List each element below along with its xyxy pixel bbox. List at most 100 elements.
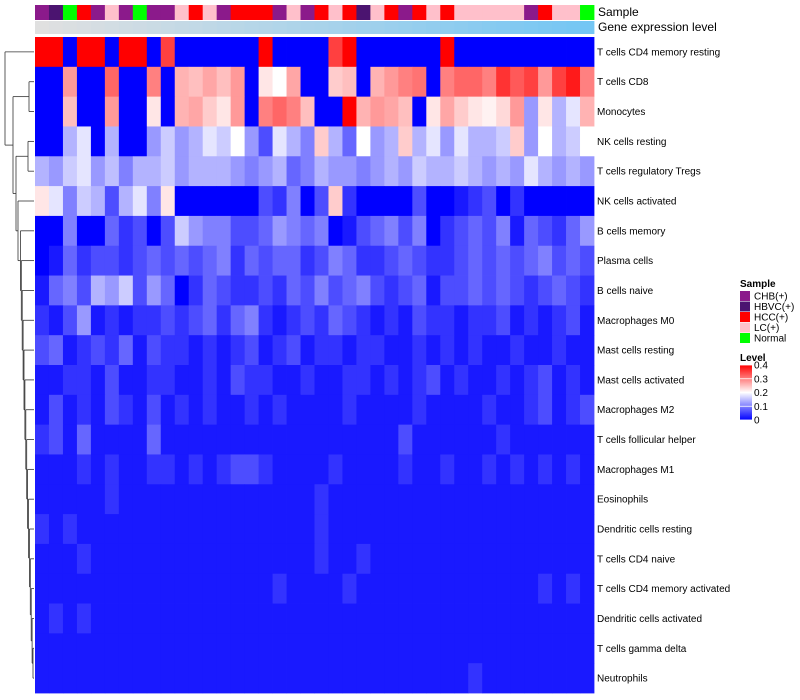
sample-band-cell (482, 5, 497, 20)
heatmap-cell (454, 603, 469, 634)
heatmap-cell (510, 245, 525, 276)
heatmap-cell (48, 573, 64, 604)
heatmap-cell (454, 663, 469, 694)
heatmap-cell (286, 633, 301, 664)
heatmap-cell (104, 424, 120, 455)
heatmap-cell (286, 186, 301, 217)
heatmap-cell (174, 215, 190, 247)
heatmap-cell (35, 215, 50, 247)
heatmap-cell (90, 573, 106, 604)
heatmap-cell (440, 454, 455, 485)
sample-legend-swatch (740, 301, 750, 312)
heatmap-cell (62, 603, 78, 634)
heatmap-cell (244, 394, 259, 426)
heatmap-cell (314, 573, 329, 604)
heatmap-cell (160, 156, 176, 187)
heatmap-cell (118, 275, 134, 306)
heatmap-cell (482, 633, 497, 664)
heatmap-cell (118, 156, 134, 187)
heatmap-cell (566, 335, 581, 366)
heatmap-cell (454, 96, 469, 127)
heatmap-cell (370, 96, 385, 127)
heatmap-cell (90, 365, 106, 396)
heatmap-cell (90, 454, 106, 485)
heatmap-cell (566, 96, 581, 127)
heatmap-cell (552, 245, 567, 276)
heatmap-cell (62, 245, 78, 276)
heatmap-cell (62, 37, 78, 68)
expression-band-cell (356, 21, 371, 34)
heatmap-cell (412, 573, 427, 604)
heatmap-cell (496, 663, 511, 694)
heatmap-cell (258, 454, 273, 485)
heatmap-cell (300, 37, 315, 68)
row-label: B cells memory (597, 226, 665, 237)
row-labels: T cells CD4 memory resting T cells CD8 Mon… (597, 47, 730, 684)
heatmap-cell (62, 215, 78, 247)
heatmap-cell (356, 603, 371, 634)
heatmap-cell (370, 37, 385, 68)
heatmap-cell (398, 156, 413, 187)
heatmap-cell (244, 186, 259, 217)
heatmap-cell (188, 663, 204, 694)
heatmap-cell (398, 126, 413, 157)
heatmap-cell (566, 603, 581, 634)
heatmap-cell (384, 215, 399, 247)
heatmap-cell (48, 126, 64, 157)
heatmap-cell (552, 603, 567, 634)
heatmap-cell (258, 633, 273, 664)
heatmap-cell (426, 126, 441, 157)
expression-band-cell (160, 21, 176, 34)
heatmap-cell (398, 573, 413, 604)
heatmap-cell (48, 215, 64, 247)
heatmap-cell (538, 215, 553, 247)
heatmap-cell (538, 663, 553, 694)
heatmap-cell (230, 424, 246, 455)
heatmap-cell (62, 454, 78, 485)
heatmap-cell (356, 245, 371, 276)
heatmap-cell (76, 633, 92, 664)
expression-band-cell (188, 21, 204, 34)
heatmap-cell (48, 96, 64, 127)
heatmap-cell (552, 424, 567, 455)
heatmap-cell (104, 394, 120, 426)
heatmap-cell (48, 186, 64, 217)
heatmap-cell (566, 484, 581, 515)
heatmap-cell (202, 96, 218, 127)
heatmap-cell (300, 66, 315, 98)
heatmap-cell (566, 156, 581, 187)
heatmap-cell (188, 275, 204, 306)
heatmap-cell (510, 573, 525, 604)
heatmap-cell (440, 663, 455, 694)
heatmap-cell (426, 245, 441, 276)
heatmap-cell (482, 514, 497, 545)
heatmap-cell (580, 663, 595, 694)
heatmap-cell (202, 365, 218, 396)
heatmap-cell (314, 245, 329, 276)
heatmap-cell (440, 424, 455, 455)
heatmap-cell (538, 394, 553, 426)
heatmap-cell (160, 394, 176, 426)
heatmap-cell (342, 394, 357, 426)
heatmap-cell (440, 37, 455, 68)
heatmap-cell (314, 514, 329, 545)
heatmap-cell (62, 394, 78, 426)
heatmap-cell (524, 365, 539, 396)
heatmap-cells (35, 37, 595, 694)
heatmap-cell (76, 335, 92, 366)
heatmap-cell (356, 663, 371, 694)
heatmap-cell (370, 543, 385, 575)
heatmap-cell (482, 37, 497, 68)
heatmap-cell (90, 245, 106, 276)
heatmap-cell (510, 66, 525, 98)
heatmap-cell (412, 275, 427, 306)
heatmap-cell (76, 394, 92, 426)
heatmap-cell (230, 275, 246, 306)
heatmap-cell (342, 156, 357, 187)
heatmap-cell (244, 663, 259, 694)
heatmap-cell (300, 514, 315, 545)
sample-band-cell (328, 5, 343, 20)
expression-band-cell (468, 21, 483, 34)
heatmap-cell (342, 484, 357, 515)
sample-band-cell (342, 5, 357, 20)
